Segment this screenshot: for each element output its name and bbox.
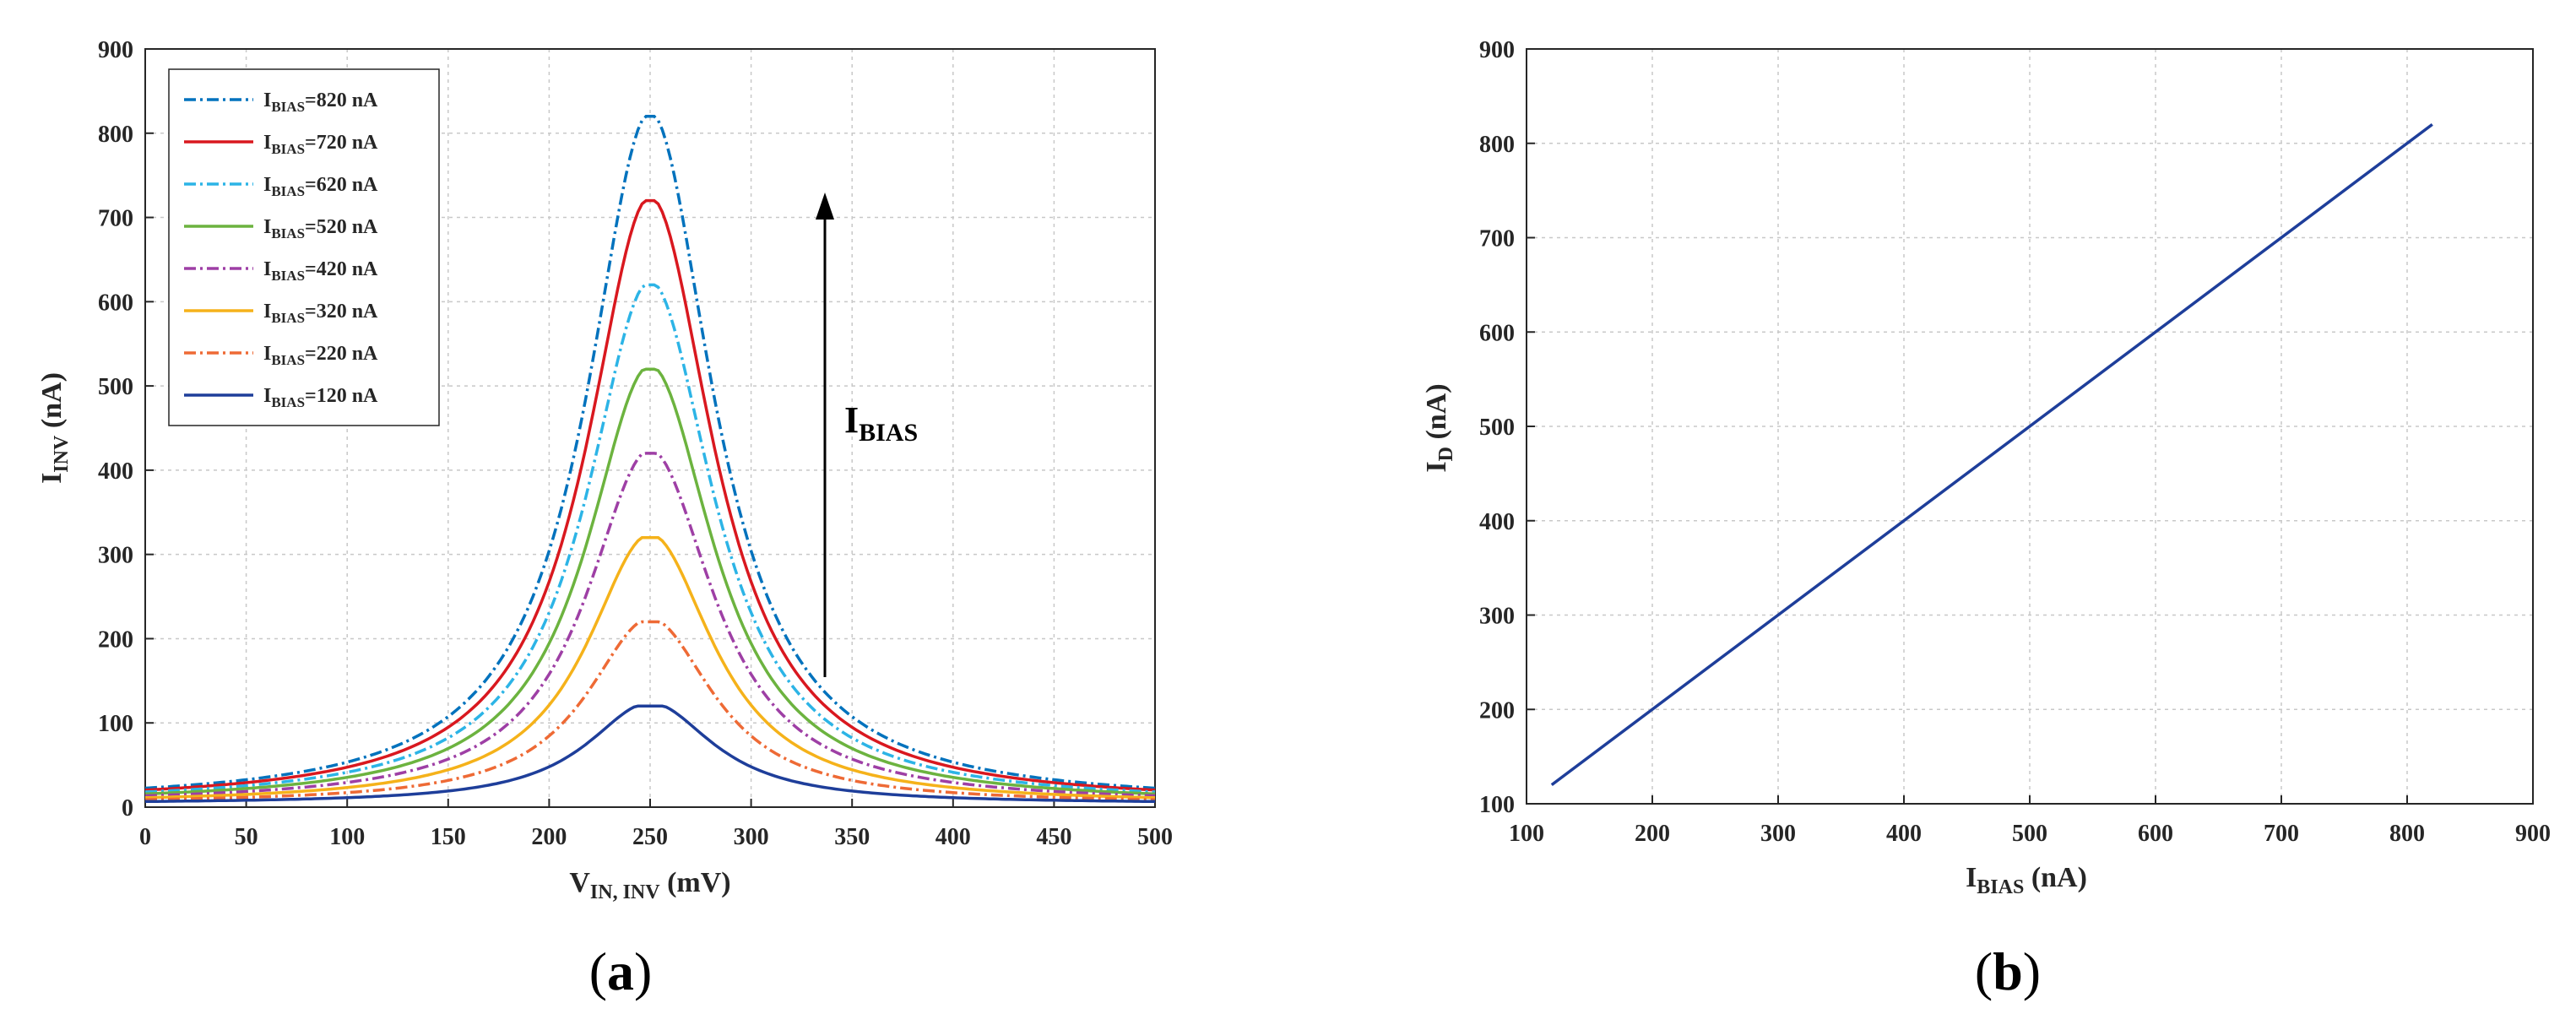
legend-box	[168, 68, 440, 426]
x-tick-label: 900	[2515, 821, 2551, 847]
ibias-annotation: IBIAS	[844, 399, 918, 447]
legend-entry: IBIAS=820 nA	[263, 89, 378, 115]
chart-b: 100 200 300 400 500 600 700 800 900 100 200 300 400…	[1421, 37, 2551, 1001]
legend-entry: IBIAS=720 nA	[263, 132, 378, 157]
y-tick-label: 300	[1479, 604, 1515, 630]
x-tick-label: 800	[2389, 821, 2425, 847]
series-line	[144, 115, 1156, 790]
chart-a: 0 50 100 150 200 250 300 350 400 450 500 0 100 200 30…	[36, 37, 1173, 1001]
y-tick-label: 800	[1479, 132, 1515, 158]
x-tick-label: 300	[1760, 821, 1796, 847]
chart-a-grid	[145, 49, 1155, 807]
series-line	[144, 283, 1156, 794]
chart-b-grid	[1527, 49, 2533, 804]
y-tick-label: 200	[1479, 697, 1515, 724]
legend-entry: IBIAS=520 nA	[263, 216, 378, 241]
y-tick-label: 100	[98, 711, 133, 737]
legend-entry: IBIAS=420 nA	[263, 258, 378, 284]
y-tick-label: 200	[98, 626, 133, 653]
y-tick-label: 500	[1479, 415, 1515, 441]
chart-b-x-ticks: 100 200 300 400 500 600 700 800 900	[1509, 795, 2551, 847]
chart-a-y-ticks: 0 100 200 300 400 500 600 700 800 900	[98, 37, 154, 822]
y-tick-label: 700	[98, 206, 133, 232]
series-line	[144, 452, 1156, 798]
x-tick-label: 200	[531, 824, 567, 850]
y-tick-label: 400	[1479, 509, 1515, 535]
x-tick-label: 500	[1137, 824, 1173, 850]
x-tick-label: 500	[2012, 821, 2047, 847]
y-tick-label: 800	[98, 122, 133, 148]
x-tick-label: 50	[235, 824, 258, 850]
y-tick-label: 600	[98, 290, 133, 316]
chart-a-legend: IBIAS=820 nA IBIAS=720 nA IBIAS=620 nA IBIA…	[168, 68, 440, 426]
x-tick-label: 300	[734, 824, 769, 850]
y-tick-label: 500	[98, 374, 133, 400]
y-tick-label: 900	[1479, 37, 1515, 63]
y-tick-label: 700	[1479, 226, 1515, 252]
x-tick-label: 0	[139, 824, 151, 850]
x-tick-label: 100	[1509, 821, 1544, 847]
series-line	[144, 535, 1156, 800]
legend-entry: IBIAS=120 nA	[263, 385, 378, 410]
chart-b-y-ticks: 100 200 300 400 500 600 700 800 900	[1479, 37, 1535, 818]
y-tick-label: 900	[98, 37, 133, 63]
x-tick-label: 200	[1635, 821, 1670, 847]
x-tick-label: 600	[2138, 821, 2173, 847]
chart-b-y-axis-label: ID (nA)	[1421, 383, 1457, 472]
x-tick-label: 100	[329, 824, 365, 850]
legend-entry: IBIAS=320 nA	[263, 301, 378, 326]
series-line	[144, 367, 1156, 796]
series-line	[144, 198, 1156, 792]
x-tick-label: 400	[935, 824, 971, 850]
y-tick-label: 400	[98, 458, 133, 485]
x-tick-label: 350	[834, 824, 870, 850]
x-tick-label: 700	[2264, 821, 2299, 847]
y-tick-label: 300	[98, 543, 133, 569]
y-tick-label: 600	[1479, 320, 1515, 346]
series-line	[144, 620, 1156, 801]
x-tick-label: 250	[632, 824, 668, 850]
y-tick-label: 0	[122, 795, 133, 822]
panel-label-b: (b)	[1975, 941, 2041, 1001]
x-tick-label: 400	[1886, 821, 1922, 847]
chart-a-x-ticks: 0 50 100 150 200 250 300 350 400 450 500	[139, 799, 1173, 850]
legend-entry: IBIAS=620 nA	[263, 174, 378, 199]
ibias-arrow-head	[816, 192, 834, 220]
x-tick-label: 450	[1036, 824, 1071, 850]
chart-b-x-axis-label: IBIAS (nA)	[1966, 862, 2087, 898]
chart-b-series	[1550, 122, 2433, 787]
y-tick-label: 100	[1479, 792, 1515, 818]
x-tick-label: 150	[431, 824, 466, 850]
chart-a-x-axis-label: VIN, INV (mV)	[569, 867, 730, 903]
chart-a-y-axis-label: IINV (nA)	[36, 372, 73, 484]
series-line	[145, 704, 1155, 804]
panel-label-a: (a)	[589, 941, 653, 1001]
chart-a-series	[144, 115, 1156, 804]
legend-entry: IBIAS=220 nA	[263, 343, 378, 368]
series-line	[1550, 122, 2433, 787]
